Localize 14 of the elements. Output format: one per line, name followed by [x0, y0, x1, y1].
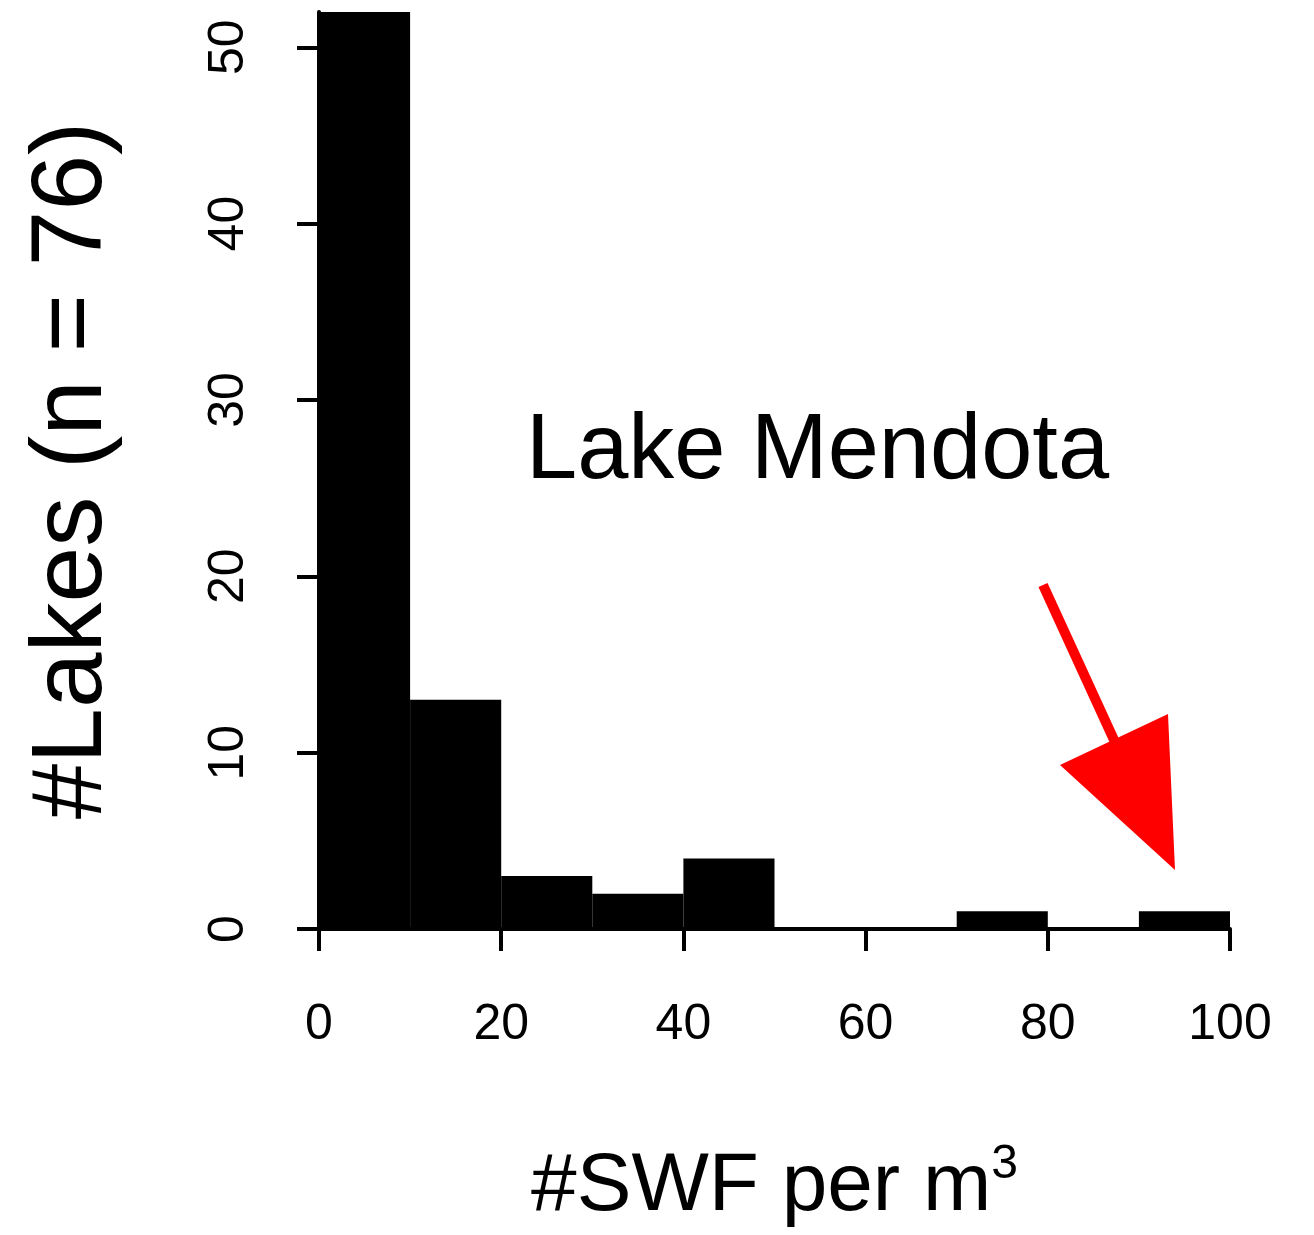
- annotation: Lake Mendota: [526, 395, 1110, 497]
- x-tick-label: 20: [473, 994, 530, 1050]
- y-tick-label: 20: [198, 548, 254, 605]
- x-tick-label: 100: [1188, 994, 1272, 1050]
- x-tick-label: 0: [305, 994, 333, 1050]
- y-tick-label: 30: [198, 372, 254, 428]
- y-tick-label: 40: [198, 195, 254, 252]
- y-tick-label: 50: [198, 19, 254, 76]
- x-tick-label: 80: [1019, 994, 1076, 1050]
- x-tick-label: 60: [837, 994, 894, 1050]
- y-axis-title: #Lakes (n = 76): [10, 121, 122, 820]
- y-tick-label: 10: [198, 724, 254, 781]
- x-tick-label: 40: [655, 994, 712, 1050]
- y-tick-label: 0: [198, 915, 254, 943]
